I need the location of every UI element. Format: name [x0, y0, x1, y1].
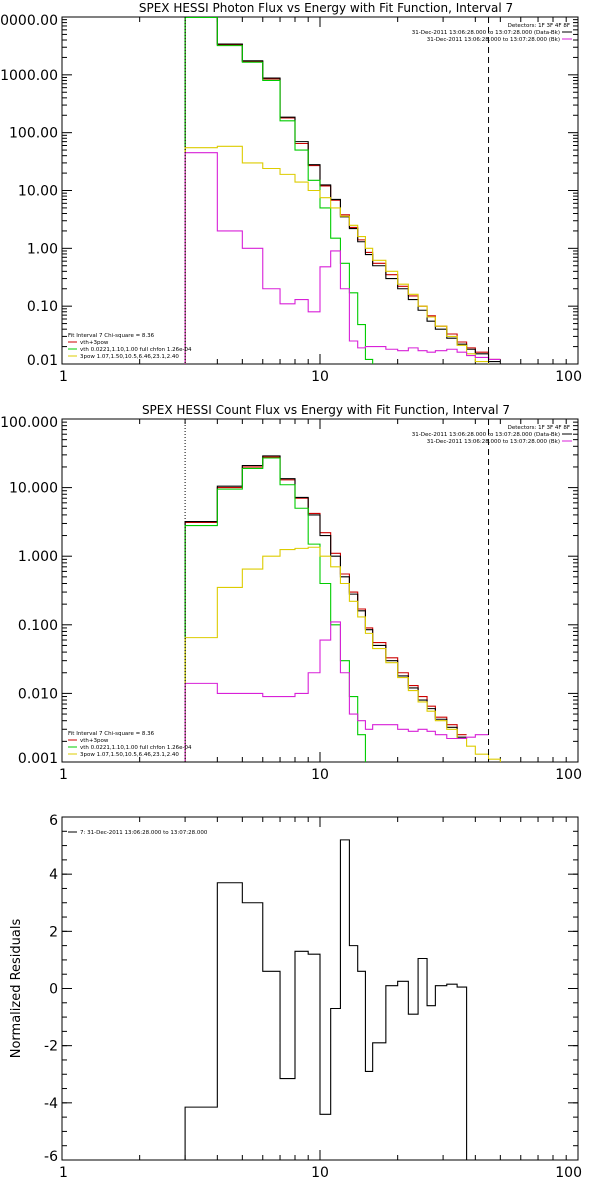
count-legend-right-text: 31-Dec-2011 13:06:28.000 to 13:07:28.000…: [427, 439, 560, 445]
photon-legend-right-text: 31-Dec-2011 13:06:28.000 to 13:07:28.000…: [412, 30, 560, 36]
residuals-x-tick-label: 1: [59, 1165, 68, 1181]
count-x-tick-label: 1: [59, 767, 68, 783]
photon-series-1: [184, 17, 501, 364]
photon-series-0: [184, 17, 501, 364]
photon-x-tick-label: 10: [311, 369, 329, 385]
count-y-tick-label: 1.000: [18, 549, 58, 565]
photon-legend-right-text: Detectors: 1F 3F 4F 8F: [508, 23, 570, 29]
photon-x-tick-label: 1: [59, 369, 68, 385]
residuals-y-tick-label: 6: [49, 813, 58, 829]
photon-y-tick-label: 0.01: [27, 353, 58, 369]
residuals-y-tick-label: -6: [44, 1149, 58, 1165]
photon-y-tick-label: 1000.00: [0, 68, 58, 84]
residuals-y-tick-label: 4: [49, 867, 58, 883]
photon-x-tick-label: 100: [555, 369, 582, 385]
count-legend-left-text: vth 0.0221,1.10,1.00 full chfon 1.26e-04: [80, 745, 192, 751]
count-x-tick-label: 10: [311, 767, 329, 783]
residuals-legend-left: 7: 31-Dec-2011 13:06:28.000 to 13:07:28.…: [68, 830, 208, 836]
count-series-4: [184, 621, 489, 762]
count-title: SPEX HESSI Count Flux vs Energy with Fit…: [142, 403, 510, 417]
photon-y-tick-label: 0.10: [27, 299, 58, 315]
photon-series-2: [184, 17, 374, 364]
count-y-tick-label: 0.001: [18, 751, 58, 767]
residuals-y-tick-label: 2: [49, 924, 58, 940]
residuals-y-tick-label: -2: [44, 1039, 58, 1055]
residuals-y-axis-label: Normalized Residuals: [9, 919, 24, 1059]
count-legend-left: Fit Interval 7 Chi-square = 8.36vth+3pow…: [68, 731, 192, 758]
count-legend-left-text: 3pow 1.07,1.50,10.5,6.46,23.1,2.40: [80, 752, 179, 758]
count-series-3: [184, 546, 501, 762]
photon-legend-left-text: 3pow 1.07,1.50,10.5,6.46,23.1,2.40: [80, 354, 179, 360]
photon-legend-right-text: 31-Dec-2011 13:06:28.000 to 13:07:28.000…: [427, 37, 560, 43]
count-y-tick-label: 0.100: [18, 618, 58, 634]
count-legend-left-text: vth+3pow: [80, 738, 109, 744]
count-y-tick-label: 10.000: [9, 481, 58, 497]
residuals-x-tick-label: 100: [555, 1165, 582, 1181]
photon-series-4: [184, 152, 501, 364]
residuals-y-tick-label: 0: [49, 982, 58, 998]
photon-y-tick-label: 1.00: [27, 241, 58, 257]
count-legend-right-text: Detectors: 1F 3F 4F 8F: [508, 425, 570, 431]
count-y-tick-label: 0.010: [18, 686, 58, 702]
count-plot-frame: [61, 418, 579, 763]
residuals-y-tick-label: -4: [44, 1096, 58, 1112]
residuals-x-tick-label: 10: [311, 1165, 329, 1181]
photon-series-3: [184, 145, 490, 364]
photon-legend-left: Fit Interval 7 Chi-square = 8.36vth+3pow…: [68, 333, 192, 360]
count-y-tick-label: 100.000: [0, 415, 58, 431]
photon-legend-left-text: vth+3pow: [80, 340, 109, 346]
photon-chart: SPEX HESSI Photon Flux vs Energy with Fi…: [0, 1, 582, 385]
photon-y-tick-label: 0000.00: [0, 13, 58, 29]
photon-y-tick-label: 10.00: [18, 184, 58, 200]
count-chart: SPEX HESSI Count Flux vs Energy with Fit…: [0, 403, 582, 783]
photon-legend-left-text: Fit Interval 7 Chi-square = 8.36: [68, 333, 155, 339]
photon-legend-left-text: vth 0.0221,1.10,1.00 full chfon 1.26e-04: [80, 347, 192, 353]
count-legend-left-text: Fit Interval 7 Chi-square = 8.36: [68, 731, 155, 737]
count-series-2: [184, 457, 366, 762]
photon-title: SPEX HESSI Photon Flux vs Energy with Fi…: [139, 1, 513, 15]
count-legend-right-text: 31-Dec-2011 13:06:28.000 to 13:07:28.000…: [412, 432, 560, 438]
count-x-tick-label: 100: [555, 767, 582, 783]
residuals-series-0: [184, 839, 476, 1160]
photon-y-tick-label: 100.00: [9, 126, 58, 142]
residuals-chart: Normalized Residuals 1 10 100 -6 -4 -2 0 2 4 6 7: 3…: [9, 813, 582, 1181]
residuals-legend-left-text: 7: 31-Dec-2011 13:06:28.000 to 13:07:28.…: [80, 830, 208, 836]
